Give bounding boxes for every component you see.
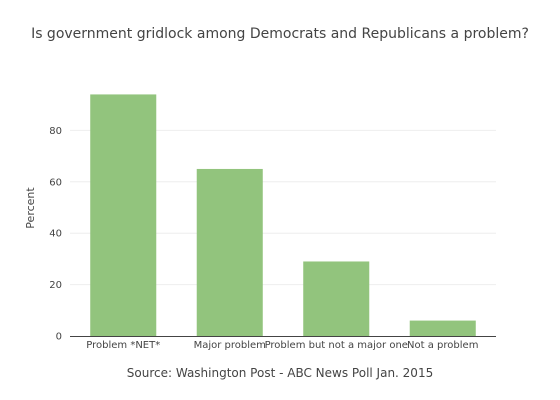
x-tick-label: Problem *NET*	[86, 340, 160, 351]
bar	[303, 261, 370, 336]
y-tick-labels: 0 20 40 60 80	[49, 126, 62, 343]
bar	[196, 168, 263, 336]
y-tick-label: 80	[49, 126, 62, 137]
bar	[90, 94, 157, 336]
x-tick-label: Problem but not a major one	[265, 340, 408, 351]
x-tick-label: Major problem	[194, 340, 266, 351]
y-tick-label: 20	[49, 280, 62, 291]
y-axis-label: Percent	[24, 187, 37, 229]
y-tick-label: 0	[56, 332, 62, 343]
y-tick-label: 60	[49, 177, 62, 188]
bars	[90, 94, 476, 336]
bar	[409, 320, 476, 336]
chart-title: Is government gridlock among Democrats a…	[31, 26, 529, 42]
y-tick-label: 40	[49, 229, 62, 240]
x-axis-label: Source: Washington Post - ABC News Poll …	[126, 366, 434, 380]
x-tick-label: Not a problem	[407, 340, 478, 351]
